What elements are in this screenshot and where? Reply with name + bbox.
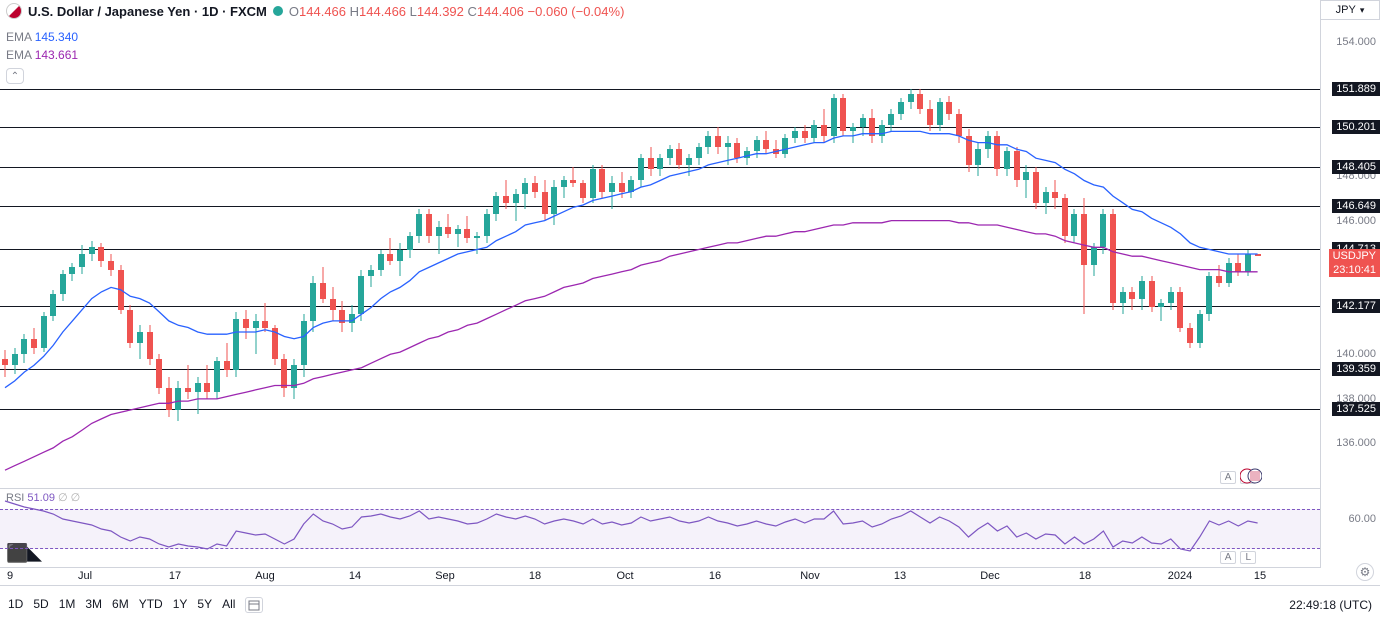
price-hline[interactable] (0, 249, 1320, 250)
range-button-1m[interactable]: 1M (59, 597, 76, 613)
x-tick-label: 13 (894, 570, 906, 582)
price-level-tag: 139.359 (1332, 362, 1380, 376)
y-tick-label: 154.000 (1336, 36, 1376, 48)
price-hline[interactable] (0, 206, 1320, 207)
price-level-tag: 151.889 (1332, 82, 1380, 96)
rsi-pane[interactable]: RSI 51.09 ∅ ∅ ⬛◣ AL AL 60.00 (0, 488, 1320, 568)
ema1-line (0, 0, 1320, 488)
time-x-axis[interactable]: 9 Jul 17 Aug 14 Sep 18 Oct 16 Nov 13 Dec 18 2024 15 (0, 567, 1320, 585)
clock-readout: 22:49:18 (UTC) (1289, 598, 1372, 612)
price-chart[interactable] (0, 0, 1320, 568)
chevron-down-icon: ▾ (1360, 5, 1365, 16)
price-level-tag: 142.177 (1332, 299, 1380, 313)
chart-footer: 1D 5D 1M 3M 6M YTD 1Y 5Y All 22:49:18 (UTC) (0, 585, 1380, 623)
news-flag-icon[interactable] (1240, 468, 1262, 484)
rsi-tick-label: 60.00 (1348, 513, 1376, 525)
range-button-5d[interactable]: 5D (33, 597, 48, 613)
x-tick-label: 17 (169, 570, 181, 582)
price-level-tag: 150.201 (1332, 120, 1380, 134)
x-tick-label: 2024 (1168, 570, 1192, 582)
range-button-ytd[interactable]: YTD (139, 597, 163, 613)
currency-label: JPY (1336, 4, 1356, 16)
price-y-axis[interactable]: JPY ▾ 154.000150.000148.000146.000144.00… (1320, 0, 1380, 568)
price-level-tag: 146.649 (1332, 199, 1380, 213)
price-hline[interactable] (0, 127, 1320, 128)
range-button-all[interactable]: All (222, 597, 235, 613)
y-tick-label: 140.000 (1336, 348, 1376, 360)
calendar-icon[interactable] (245, 597, 263, 613)
x-tick-label: 14 (349, 570, 361, 582)
range-button-3m[interactable]: 3M (85, 597, 102, 613)
range-button-1d[interactable]: 1D (8, 597, 23, 613)
x-tick-label: Jul (78, 570, 92, 582)
price-hline[interactable] (0, 89, 1320, 90)
x-tick-label: Aug (255, 570, 275, 582)
settings-gear-icon[interactable]: ⚙ (1356, 563, 1374, 581)
currency-select[interactable]: JPY ▾ (1320, 0, 1380, 20)
range-button-5y[interactable]: 5Y (197, 597, 212, 613)
rsi-line (0, 489, 1320, 569)
x-tick-label: 9 (7, 570, 13, 582)
range-button-6m[interactable]: 6M (112, 597, 129, 613)
x-tick-label: 15 (1254, 570, 1266, 582)
price-level-tag: 137.525 (1332, 402, 1380, 416)
y-tick-label: 146.000 (1336, 215, 1376, 227)
price-level-tag: 148.405 (1332, 160, 1380, 174)
range-buttons: 1D 5D 1M 3M 6M YTD 1Y 5Y All (8, 597, 263, 613)
price-hline[interactable] (0, 369, 1320, 370)
y-tick-label: 136.000 (1336, 437, 1376, 449)
x-tick-label: Sep (435, 570, 455, 582)
x-tick-label: Oct (616, 570, 633, 582)
x-tick-label: Dec (980, 570, 1000, 582)
x-tick-label: 16 (709, 570, 721, 582)
x-tick-label: 18 (1079, 570, 1091, 582)
x-tick-label: Nov (800, 570, 820, 582)
ema2-line (0, 0, 1320, 488)
x-tick-label: 18 (529, 570, 541, 582)
live-symbol-tag: USDJPY (1329, 249, 1380, 263)
countdown-tag: 23:10:41 (1329, 263, 1380, 277)
range-button-1y[interactable]: 1Y (173, 597, 188, 613)
